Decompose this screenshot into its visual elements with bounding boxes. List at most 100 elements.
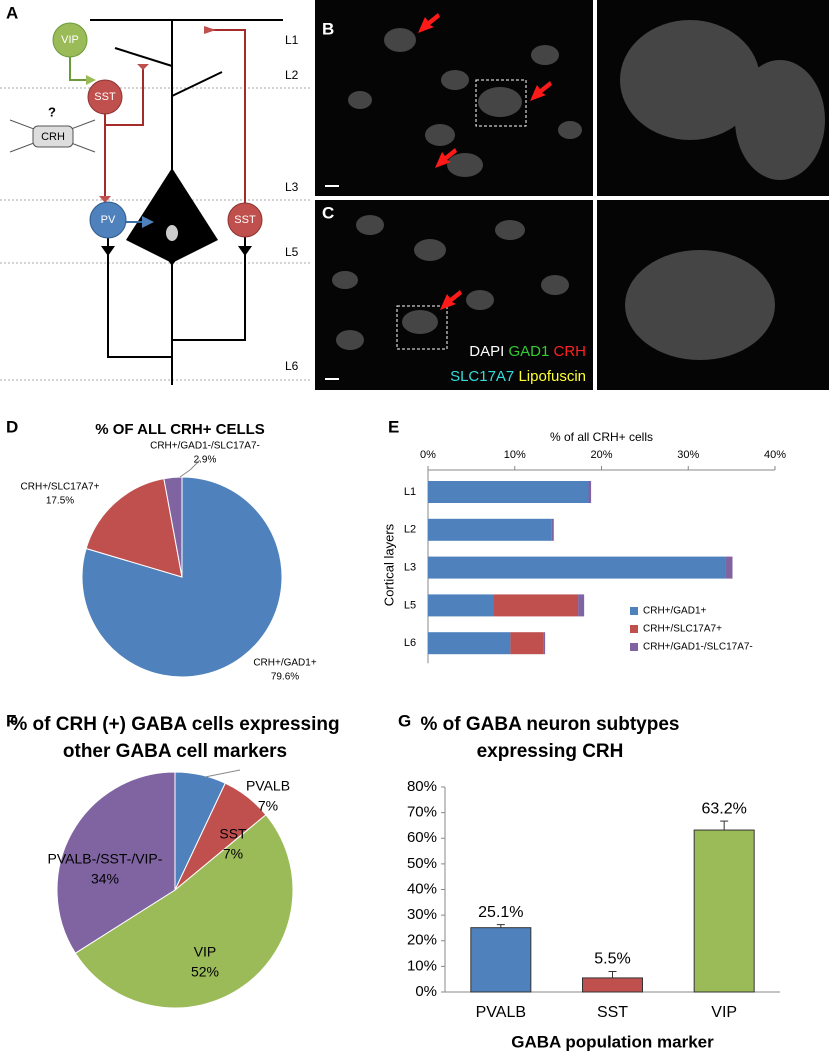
nucleus <box>466 290 494 310</box>
nucleus <box>414 239 446 261</box>
x-tick-label: 20% <box>590 449 612 461</box>
layer-label: L2 <box>285 68 299 82</box>
scale-bar <box>325 378 339 380</box>
nucleus <box>558 121 582 139</box>
panel-letter: F <box>6 711 16 730</box>
bar-segment <box>428 518 552 541</box>
bar-segment <box>543 632 546 655</box>
cell-label: VIP <box>61 34 79 46</box>
charts: % OF ALL CRH+ CELLS CRH+/GAD1+ 79.6% CRH+/S… <box>10 421 786 1052</box>
value-label: 63.2% <box>701 800 746 817</box>
nucleus <box>625 250 775 360</box>
nucleus <box>356 215 384 235</box>
zoom-box <box>396 305 448 350</box>
bar-segment <box>428 594 494 617</box>
arrow <box>418 13 440 33</box>
axon <box>104 66 144 126</box>
slice-label: VIP <box>194 944 217 960</box>
stain-label: GAD1 <box>508 343 549 360</box>
zoom-box <box>475 79 527 127</box>
slice-label: PVALB <box>246 778 290 794</box>
panel-letter: G <box>398 711 411 730</box>
x-axis-title: GABA population marker <box>511 1032 714 1051</box>
slice-value-label: 34% <box>91 871 119 887</box>
sst-cell <box>87 79 123 115</box>
bar <box>693 829 755 993</box>
x-tick-label: 10% <box>504 449 526 461</box>
chart-title: % OF ALL CRH+ CELLS <box>95 421 265 438</box>
legend-label: CRH+/GAD1-/SLC17A7- <box>643 642 753 653</box>
synapse <box>238 246 252 256</box>
nucleus <box>402 310 438 334</box>
pie-slice <box>56 771 176 954</box>
stain-legend: DAPI GAD1 CRH SLC17A7 Lipofuscin <box>450 343 586 385</box>
bar <box>470 927 532 993</box>
leader-line <box>179 459 201 478</box>
micrographs: B C DAPI GAD1 CRH SLC17A7 Lipofuscin <box>315 0 829 390</box>
axon <box>212 29 246 204</box>
synapse <box>142 216 154 228</box>
synapse <box>101 246 115 256</box>
y-tick-label: 80% <box>407 778 437 795</box>
nucleus <box>620 20 760 140</box>
chart-title: % of GABA neuron subtypes <box>421 714 680 735</box>
stain-legend-row: DAPI GAD1 CRH <box>469 343 586 360</box>
stain-label: CRH <box>554 343 587 360</box>
x-tick-label: VIP <box>711 1004 737 1021</box>
axon <box>172 237 246 341</box>
nucleus <box>425 124 455 146</box>
pie-slice <box>163 476 183 578</box>
arrow <box>440 290 462 310</box>
chart-title: expressing CRH <box>477 741 624 762</box>
bar-segment <box>551 518 554 541</box>
pie-slice <box>85 478 183 578</box>
synapse <box>204 26 216 34</box>
bar-segment <box>510 632 544 655</box>
error-bar <box>496 924 505 928</box>
slice-label: CRH+/GAD1-/SLC17A7- <box>150 441 260 452</box>
y-tick-label: 50% <box>407 855 437 872</box>
stain-label: Lipofuscin <box>518 368 586 385</box>
axon <box>107 238 172 358</box>
stain-label: DAPI <box>469 343 504 360</box>
synapse <box>137 64 149 70</box>
crh-cell <box>32 125 74 148</box>
layer-label: L3 <box>285 180 299 194</box>
axon <box>69 57 88 81</box>
panel-letter: C <box>322 203 334 222</box>
synapse <box>86 75 96 85</box>
nucleus <box>384 28 416 52</box>
bar-segment <box>588 481 592 503</box>
nucleus <box>441 70 469 90</box>
nucleus <box>478 87 522 117</box>
panel-letter: A <box>6 3 18 22</box>
error-bar <box>608 971 617 978</box>
slice-value-label: 7% <box>258 798 278 814</box>
scale-bar <box>325 185 339 187</box>
y-tick-label: 30% <box>407 906 437 923</box>
dendrite <box>114 47 173 67</box>
y-tick-label: L6 <box>404 637 416 649</box>
x-axis-title: % of all CRH+ cells <box>550 430 653 444</box>
bar-segment <box>428 556 726 579</box>
y-tick-label: 20% <box>407 932 437 949</box>
y-tick-label: 10% <box>407 957 437 974</box>
slice-label: CRH+/GAD1+ <box>253 658 317 669</box>
legend-label: CRH+/GAD1+ <box>643 606 707 617</box>
arrow <box>530 81 552 101</box>
cell-label: SST <box>234 214 256 226</box>
slice-value-label: 52% <box>191 964 219 980</box>
cell-label: PV <box>101 214 116 226</box>
arrow <box>435 148 457 168</box>
slice-label: CRH+/SLC17A7+ <box>21 482 100 493</box>
panel-letter: E <box>388 417 399 436</box>
slice-label: PVALB-/SST-/VIP- <box>48 851 163 867</box>
bar-segment <box>725 556 733 579</box>
bar <box>582 977 643 993</box>
pv-cell <box>89 201 127 239</box>
layer-label: L5 <box>285 245 299 259</box>
y-tick-label: L2 <box>404 524 416 536</box>
chart-title: % of CRH (+) GABA cells expressing <box>10 714 339 735</box>
nucleus <box>447 153 483 177</box>
